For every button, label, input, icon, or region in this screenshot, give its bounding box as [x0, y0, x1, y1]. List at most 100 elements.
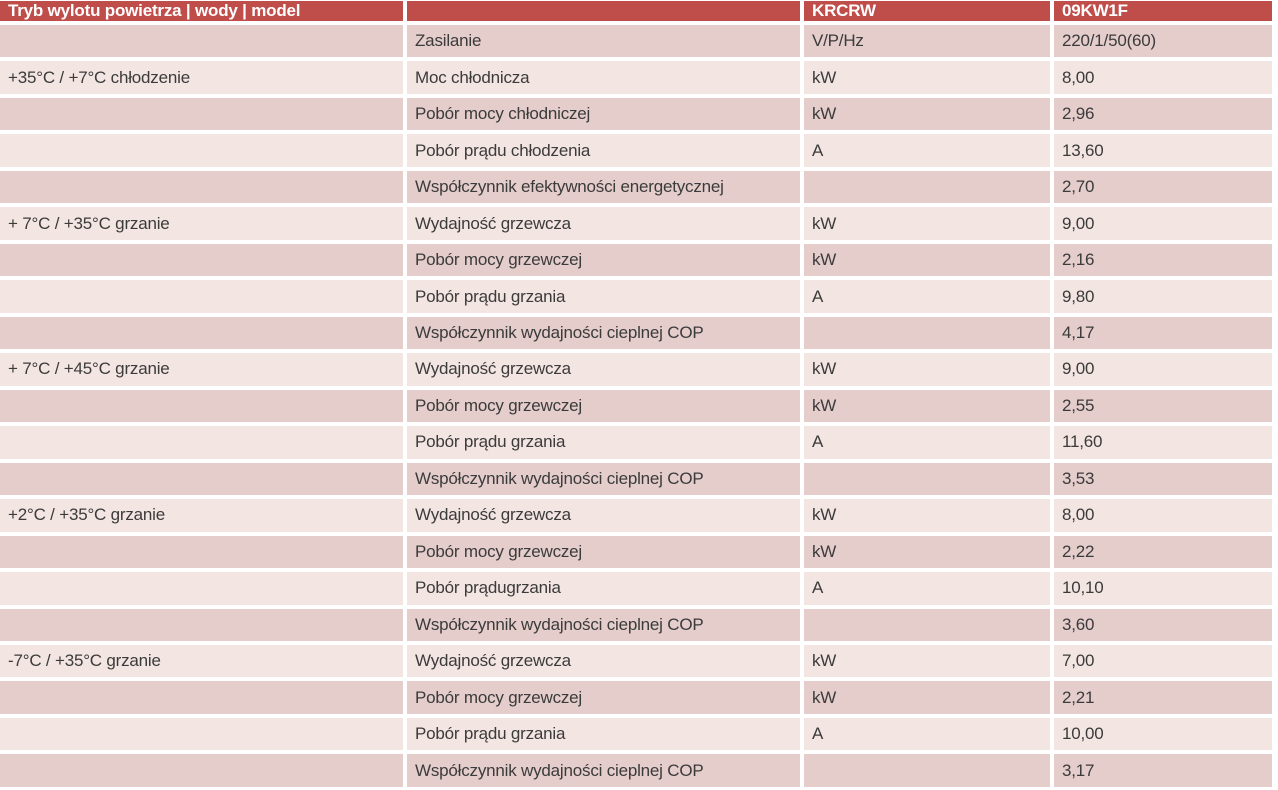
- cell-value: 9,00: [1054, 353, 1272, 386]
- cell-value: 9,00: [1054, 207, 1272, 240]
- cell-value: 2,96: [1054, 97, 1272, 131]
- cell-mode: [0, 389, 407, 423]
- cell-param: Pobór mocy grzewczej: [407, 681, 804, 714]
- cell-param: Pobór prądugrzania: [407, 572, 804, 605]
- cell-mode: [0, 25, 407, 58]
- cell-unit: kW: [804, 61, 1054, 94]
- table-row: Pobór mocy chłodniczej kW 2,96: [0, 97, 1272, 131]
- cell-mode: [0, 572, 407, 605]
- cell-value: 7,00: [1054, 644, 1272, 678]
- cell-mode: [0, 462, 407, 496]
- cell-param: Wydajność grzewcza: [407, 644, 804, 678]
- cell-value: 4,17: [1054, 316, 1272, 350]
- table-row: Pobór prądu chłodzenia A 13,60: [0, 134, 1272, 167]
- cell-param: Współczynnik wydajności cieplnej COP: [407, 608, 804, 641]
- cell-value: 2,21: [1054, 681, 1272, 714]
- cell-value: 10,00: [1054, 717, 1272, 751]
- cell-unit: kW: [804, 97, 1054, 131]
- table-row: Pobór prądu grzania A 11,60: [0, 426, 1272, 459]
- cell-mode: [0, 243, 407, 277]
- table-row: Pobór mocy grzewczej kW 2,22: [0, 535, 1272, 569]
- cell-value: 8,00: [1054, 61, 1272, 94]
- cell-mode: [0, 754, 407, 787]
- cell-mode: [0, 535, 407, 569]
- cell-value: 2,22: [1054, 535, 1272, 569]
- cell-param: Pobór prądu grzania: [407, 717, 804, 751]
- cell-param: Wydajność grzewcza: [407, 499, 804, 532]
- cell-value: 8,00: [1054, 499, 1272, 532]
- cell-unit: [804, 462, 1054, 496]
- cell-mode: +2°C / +35°C grzanie: [0, 499, 407, 532]
- table-row: Pobór mocy grzewczej kW 2,16: [0, 243, 1272, 277]
- cell-unit: [804, 316, 1054, 350]
- cell-param: Moc chłodnicza: [407, 61, 804, 94]
- cell-mode: [0, 608, 407, 641]
- cell-mode: [0, 170, 407, 204]
- cell-unit: kW: [804, 207, 1054, 240]
- cell-mode: + 7°C / +45°C grzanie: [0, 353, 407, 386]
- table-row: +2°C / +35°C grzanie Wydajność grzewcza …: [0, 499, 1272, 532]
- cell-param: Współczynnik efektywności energetycznej: [407, 170, 804, 204]
- header-series-name: KRCRW: [804, 1, 1054, 21]
- cell-value: 10,10: [1054, 572, 1272, 605]
- table-row: Zasilanie V/P/Hz 220/1/50(60): [0, 25, 1272, 58]
- cell-unit: kW: [804, 644, 1054, 678]
- cell-mode: [0, 280, 407, 313]
- cell-param: Współczynnik wydajności cieplnej COP: [407, 316, 804, 350]
- cell-unit: kW: [804, 243, 1054, 277]
- table-row: Pobór mocy grzewczej kW 2,21: [0, 681, 1272, 714]
- cell-unit: [804, 754, 1054, 787]
- cell-param: Pobór mocy chłodniczej: [407, 97, 804, 131]
- cell-value: 3,17: [1054, 754, 1272, 787]
- table-row: Współczynnik wydajności cieplnej COP 3,6…: [0, 608, 1272, 641]
- cell-value: 2,55: [1054, 389, 1272, 423]
- cell-param: Pobór prądu chłodzenia: [407, 134, 804, 167]
- table-row: Współczynnik efektywności energetycznej …: [0, 170, 1272, 204]
- table-row: Pobór mocy grzewczej kW 2,55: [0, 389, 1272, 423]
- cell-unit: [804, 608, 1054, 641]
- cell-unit: A: [804, 572, 1054, 605]
- cell-param: Wydajność grzewcza: [407, 207, 804, 240]
- cell-param: Pobór mocy grzewczej: [407, 243, 804, 277]
- cell-value: 11,60: [1054, 426, 1272, 459]
- cell-param: Wydajność grzewcza: [407, 353, 804, 386]
- cell-mode: [0, 97, 407, 131]
- cell-unit: kW: [804, 499, 1054, 532]
- cell-unit: A: [804, 717, 1054, 751]
- cell-unit: kW: [804, 389, 1054, 423]
- cell-value: 3,60: [1054, 608, 1272, 641]
- cell-value: 2,16: [1054, 243, 1272, 277]
- cell-value: 13,60: [1054, 134, 1272, 167]
- table-row: + 7°C / +35°C grzanie Wydajność grzewcza…: [0, 207, 1272, 240]
- cell-param: Współczynnik wydajności cieplnej COP: [407, 462, 804, 496]
- cell-mode: [0, 426, 407, 459]
- header-empty-cell: [407, 1, 804, 21]
- cell-mode: [0, 134, 407, 167]
- cell-unit: V/P/Hz: [804, 25, 1054, 58]
- cell-param: Zasilanie: [407, 25, 804, 58]
- cell-mode: +35°C / +7°C chłodzenie: [0, 61, 407, 94]
- cell-unit: kW: [804, 535, 1054, 569]
- cell-value: 9,80: [1054, 280, 1272, 313]
- table-row: Współczynnik wydajności cieplnej COP 3,5…: [0, 462, 1272, 496]
- header-model-name: 09KW1F: [1054, 1, 1272, 21]
- cell-param: Pobór mocy grzewczej: [407, 535, 804, 569]
- header-row: Tryb wylotu powietrza | wody | model KRC…: [0, 1, 1272, 21]
- cell-param: Pobór prądu grzania: [407, 426, 804, 459]
- table-row: Współczynnik wydajności cieplnej COP 3,1…: [0, 754, 1272, 787]
- table-row: Pobór prądu grzania A 10,00: [0, 717, 1272, 751]
- cell-mode: [0, 717, 407, 751]
- cell-param: Współczynnik wydajności cieplnej COP: [407, 754, 804, 787]
- cell-value: 220/1/50(60): [1054, 25, 1272, 58]
- cell-value: 2,70: [1054, 170, 1272, 204]
- cell-unit: A: [804, 426, 1054, 459]
- cell-mode: [0, 681, 407, 714]
- cell-mode: + 7°C / +35°C grzanie: [0, 207, 407, 240]
- table-row: Współczynnik wydajności cieplnej COP 4,1…: [0, 316, 1272, 350]
- table-row: Pobór prądu grzania A 9,80: [0, 280, 1272, 313]
- cell-unit: A: [804, 280, 1054, 313]
- table-row: +35°C / +7°C chłodzenie Moc chłodnicza k…: [0, 61, 1272, 94]
- cell-mode: [0, 316, 407, 350]
- cell-unit: A: [804, 134, 1054, 167]
